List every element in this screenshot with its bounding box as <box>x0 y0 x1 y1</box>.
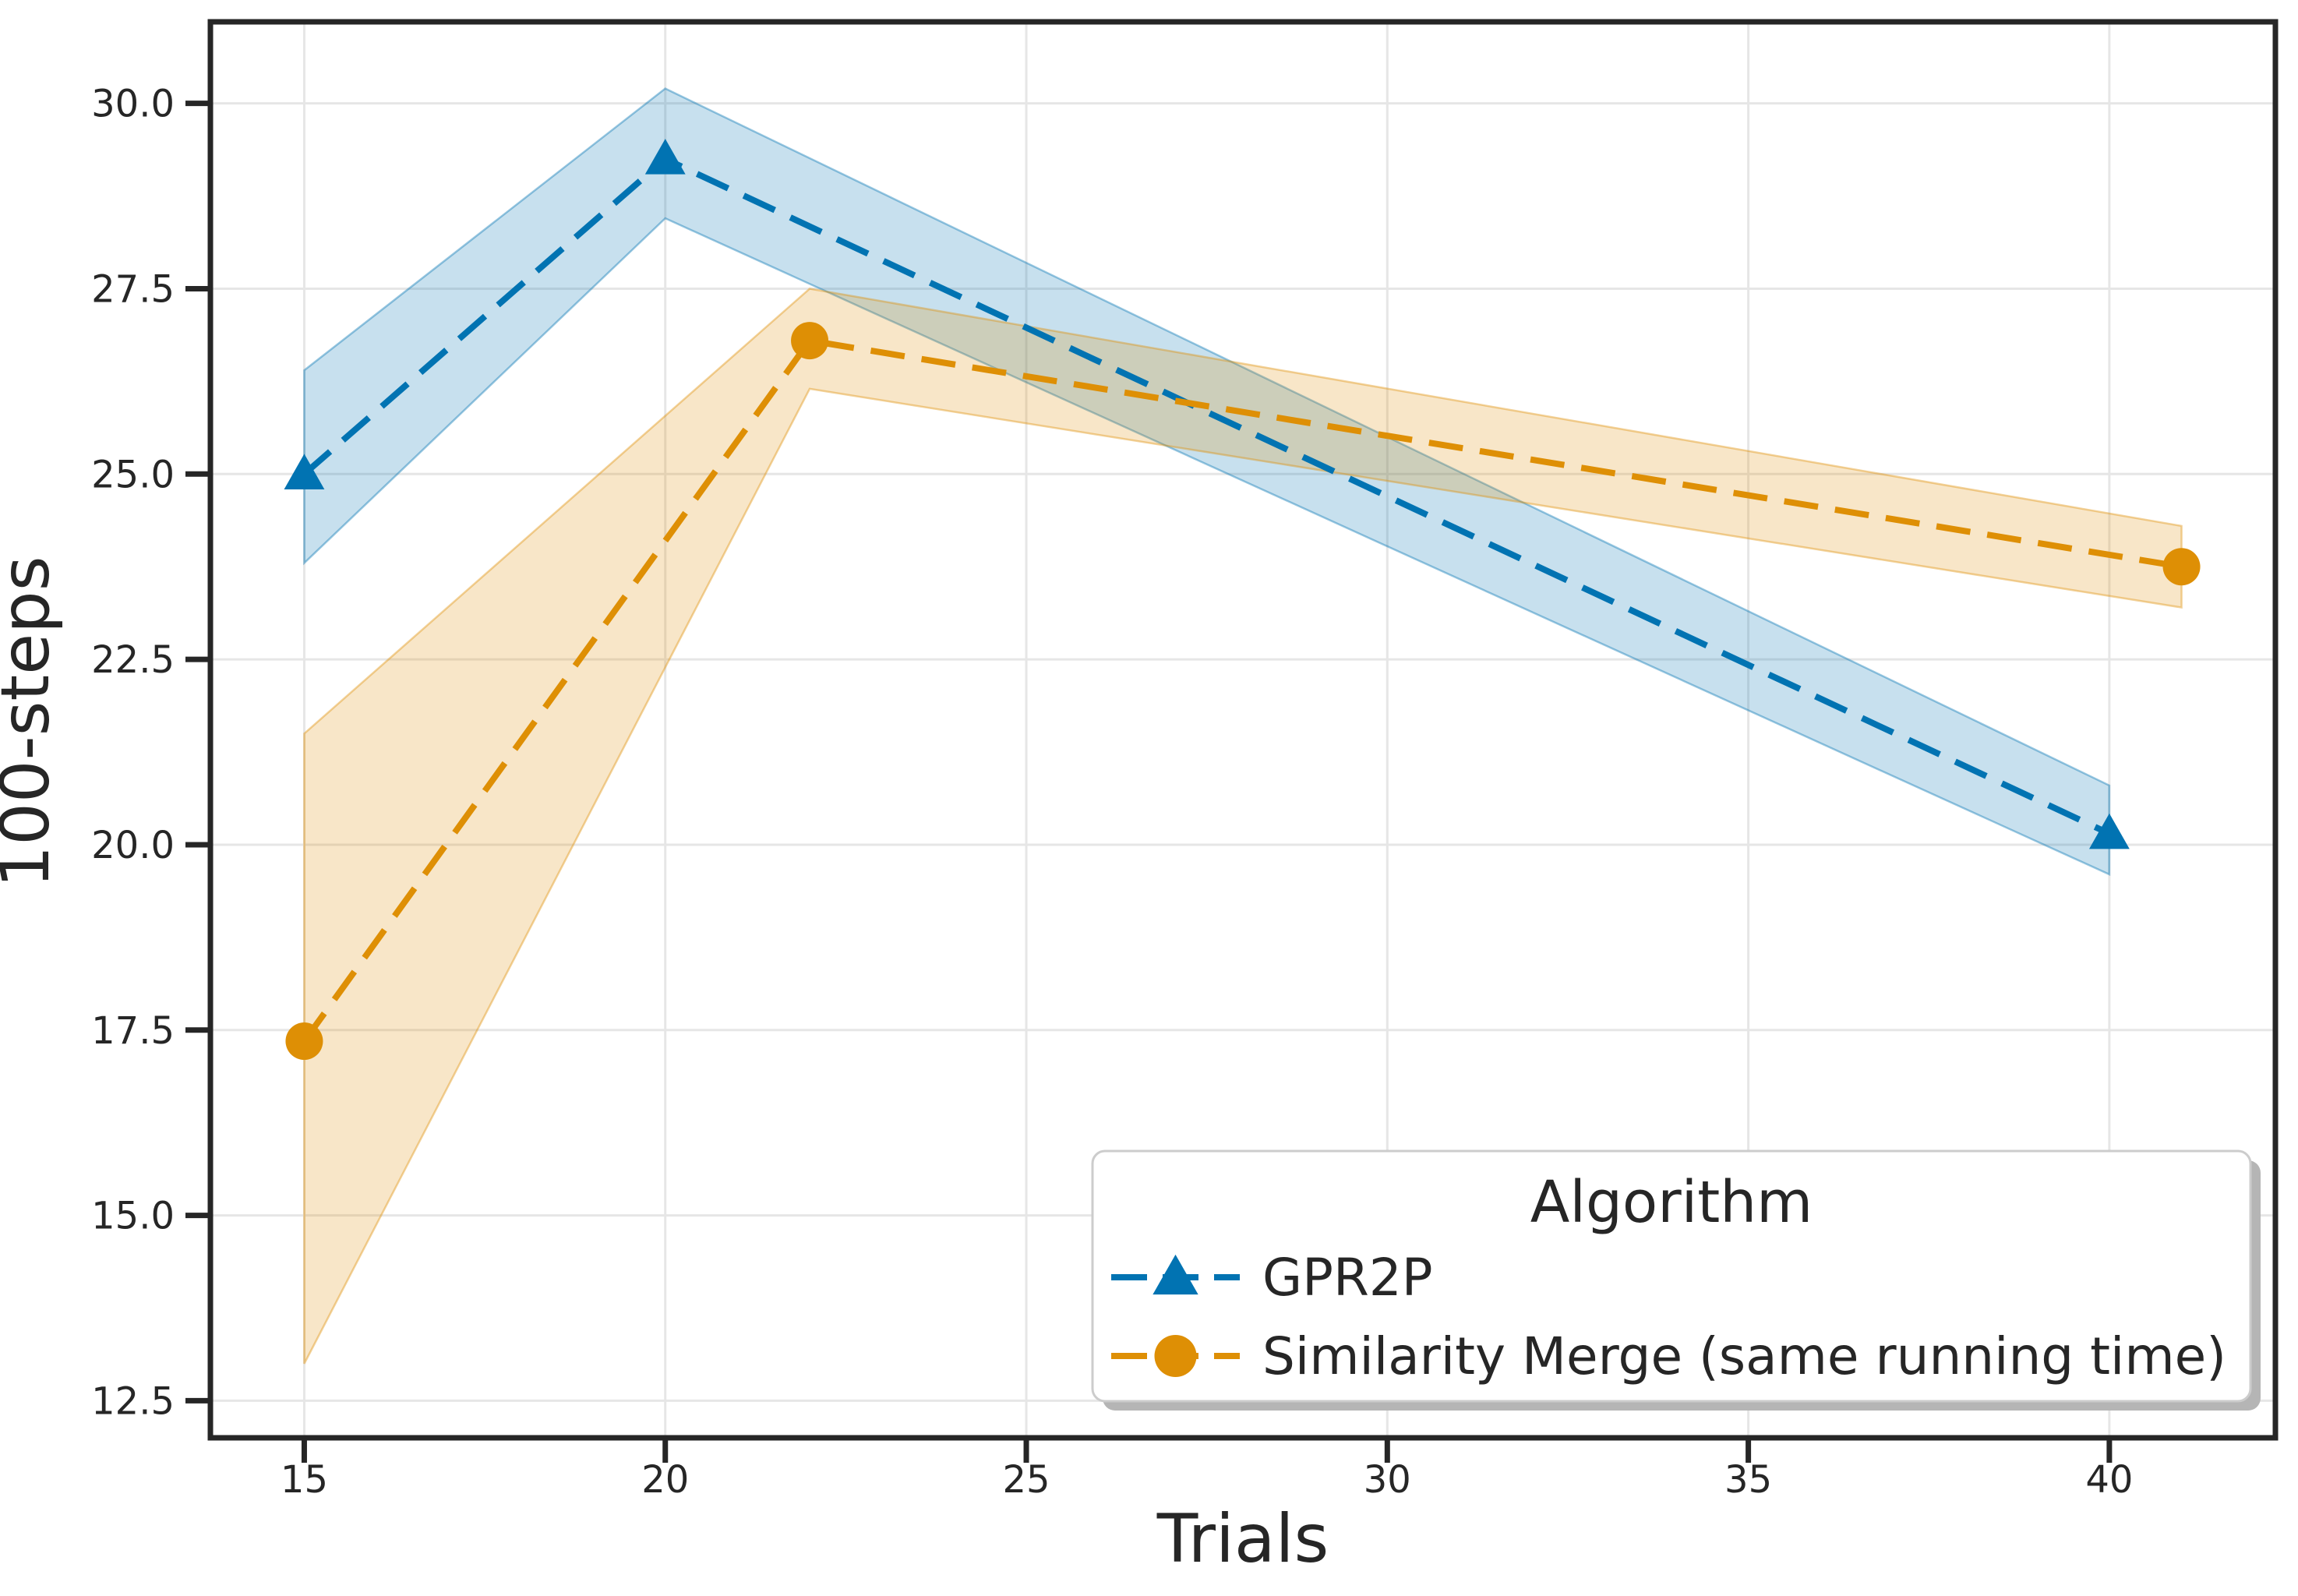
series-line-similarity-merge-same-running-time <box>302 337 2183 1043</box>
y-tick-label-15: 15.0 <box>91 1195 175 1238</box>
x-tick-label-15: 15 <box>281 1458 328 1502</box>
x-axis-label: Trials <box>1156 1500 1329 1578</box>
legend-item-gpr2p: GPR2P <box>1111 1248 1433 1308</box>
data-point-gpr2p-1 <box>644 139 686 175</box>
data-point-similarity-merge-same-running-time-1 <box>791 322 829 360</box>
x-tick-label-40: 40 <box>2085 1458 2133 1502</box>
y-tick-label-30: 30.0 <box>91 83 175 126</box>
data-point-similarity-merge-same-running-time-0 <box>285 1022 323 1061</box>
x-tick-label-35: 35 <box>1724 1458 1772 1502</box>
y-tick-label-27.5: 27.5 <box>91 267 175 311</box>
data-point-gpr2p-2 <box>2088 813 2130 849</box>
axes-spines <box>207 19 2279 1441</box>
data-point-similarity-merge-same-running-time-2 <box>2162 548 2201 586</box>
y-axis-label: 100-steps <box>0 556 65 888</box>
y-tick-label-12.5: 12.5 <box>91 1379 175 1423</box>
x-tick-label-30: 30 <box>1364 1458 1411 1502</box>
legend-triangle-marker-gpr2p <box>1153 1254 1198 1295</box>
legend-box <box>1091 1149 2252 1403</box>
legend-circle-marker-similarity-merge-same-running-time <box>1154 1335 1197 1377</box>
legend: Algorithm GPR2P Similarity Merge (same run… <box>1091 1149 2261 1411</box>
confidence-band-similarity-merge-same-running-time <box>303 288 2183 1365</box>
legend-label-gpr2p: GPR2P <box>1262 1248 1433 1308</box>
x-tick-label-25: 25 <box>1002 1458 1050 1502</box>
confidence-band-gpr2p <box>303 87 2111 876</box>
legend-title: Algorithm <box>1530 1169 1813 1236</box>
legend-item-similarity-merge-same-running-time: Similarity Merge (same running time) <box>1111 1326 2226 1386</box>
legend-label-similarity-merge-same-running-time: Similarity Merge (same running time) <box>1262 1326 2226 1386</box>
x-tick-label-20: 20 <box>641 1458 689 1502</box>
y-tick-label-20: 20.0 <box>91 824 175 867</box>
y-tick-label-17.5: 17.5 <box>91 1009 175 1053</box>
y-tick-label-25: 25.0 <box>91 453 175 496</box>
data-point-gpr2p-0 <box>284 454 325 489</box>
y-tick-label-22.5: 22.5 <box>91 638 175 682</box>
